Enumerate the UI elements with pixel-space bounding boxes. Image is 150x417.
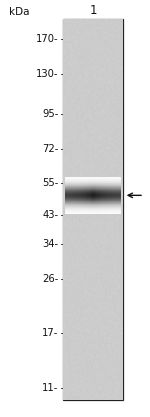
Bar <box>93 177 94 214</box>
Bar <box>116 177 117 214</box>
Text: 55-: 55- <box>42 178 58 188</box>
Bar <box>80 177 81 214</box>
Bar <box>88 177 89 214</box>
Bar <box>77 177 78 214</box>
Bar <box>102 177 103 214</box>
Bar <box>110 177 111 214</box>
Text: kDa: kDa <box>9 7 30 17</box>
Bar <box>71 177 72 214</box>
Bar <box>72 177 73 214</box>
Bar <box>89 177 90 214</box>
Bar <box>117 177 118 214</box>
Bar <box>107 177 108 214</box>
Bar <box>82 177 83 214</box>
Bar <box>84 177 85 214</box>
Bar <box>74 177 75 214</box>
Bar <box>114 177 115 214</box>
Bar <box>104 177 105 214</box>
Bar <box>83 177 84 214</box>
Bar <box>91 177 92 214</box>
Bar <box>92 177 93 214</box>
Text: 26-: 26- <box>42 274 58 284</box>
Bar <box>73 177 74 214</box>
Bar <box>113 177 114 214</box>
Bar <box>94 177 95 214</box>
Bar <box>111 177 112 214</box>
Bar <box>78 177 79 214</box>
Text: 1: 1 <box>89 4 97 17</box>
Bar <box>81 177 82 214</box>
Bar <box>87 177 88 214</box>
Bar <box>70 177 71 214</box>
Text: 95-: 95- <box>42 108 58 118</box>
Bar <box>108 177 109 214</box>
Bar <box>67 177 68 214</box>
Bar <box>98 177 99 214</box>
Bar <box>99 177 100 214</box>
Bar <box>86 177 87 214</box>
Text: 43-: 43- <box>42 209 58 219</box>
Bar <box>105 177 106 214</box>
Bar <box>90 177 91 214</box>
Bar <box>97 177 98 214</box>
Bar <box>65 177 66 214</box>
Bar <box>66 177 67 214</box>
Bar <box>106 177 107 214</box>
Bar <box>119 177 120 214</box>
Bar <box>101 177 102 214</box>
Bar <box>112 177 113 214</box>
Bar <box>96 177 97 214</box>
Text: 17-: 17- <box>42 328 58 338</box>
Bar <box>63 19 123 400</box>
Bar <box>100 177 101 214</box>
Bar <box>76 177 77 214</box>
Bar <box>95 177 96 214</box>
Bar <box>69 177 70 214</box>
Bar <box>115 177 116 214</box>
Bar <box>118 177 119 214</box>
Text: 130-: 130- <box>36 69 58 79</box>
Bar <box>75 177 76 214</box>
Text: 72-: 72- <box>42 144 58 154</box>
Text: 11-: 11- <box>42 383 58 393</box>
Bar <box>79 177 80 214</box>
Bar <box>103 177 104 214</box>
Bar <box>68 177 69 214</box>
Bar <box>120 177 121 214</box>
Text: 34-: 34- <box>42 239 58 249</box>
Bar <box>85 177 86 214</box>
Text: 170-: 170- <box>36 35 58 45</box>
